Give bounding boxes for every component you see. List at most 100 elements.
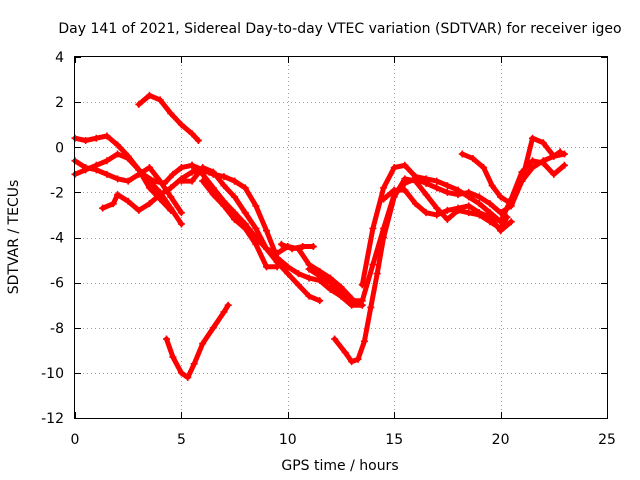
data-point — [209, 168, 217, 176]
series-arc-17 — [458, 134, 568, 208]
data-point — [209, 184, 217, 192]
data-point — [252, 224, 260, 232]
data-point — [529, 164, 537, 172]
data-point — [241, 209, 249, 217]
data-point — [443, 215, 451, 223]
data-point — [369, 224, 377, 232]
data-series — [71, 91, 568, 381]
y-tick-label: 2 — [55, 95, 64, 111]
data-point — [341, 349, 349, 357]
data-point — [145, 91, 153, 99]
data-point — [114, 191, 122, 199]
x-tick-label: 0 — [71, 432, 80, 448]
data-point — [465, 202, 473, 210]
data-point — [190, 360, 198, 368]
data-point — [177, 121, 185, 129]
data-point — [337, 290, 345, 298]
data-point — [411, 200, 419, 208]
data-point — [360, 337, 368, 345]
x-tick-label: 10 — [279, 432, 297, 448]
data-point — [422, 175, 430, 183]
data-point — [337, 283, 345, 291]
data-point — [486, 200, 494, 208]
data-point — [199, 340, 207, 348]
data-point — [184, 373, 192, 381]
data-point — [263, 227, 271, 235]
data-point — [82, 136, 90, 144]
data-point — [331, 335, 339, 343]
data-point — [209, 324, 217, 332]
y-tick-label: 4 — [55, 50, 64, 66]
data-point — [114, 175, 122, 183]
data-point — [231, 215, 239, 223]
data-point — [305, 274, 313, 282]
data-point — [369, 261, 377, 269]
series-arc-12 — [277, 240, 317, 253]
data-point — [231, 193, 239, 201]
data-point — [443, 188, 451, 196]
data-point — [539, 139, 547, 147]
data-point — [465, 209, 473, 217]
y-tick-label: -10 — [41, 366, 64, 382]
series-arc-15 — [358, 157, 568, 289]
data-point — [401, 161, 409, 169]
data-point — [194, 136, 202, 144]
data-point — [539, 159, 547, 167]
data-point — [145, 184, 153, 192]
x-tick-label: 25 — [598, 432, 616, 448]
data-point — [109, 200, 117, 208]
data-point — [188, 130, 196, 138]
series-line — [164, 302, 231, 380]
data-point — [220, 197, 228, 205]
data-point — [284, 263, 292, 271]
data-point — [241, 184, 249, 192]
data-point — [401, 175, 409, 183]
data-point — [135, 100, 143, 108]
data-point — [160, 179, 168, 187]
data-point — [433, 211, 441, 219]
data-point — [220, 308, 228, 316]
data-point — [454, 186, 462, 194]
data-point — [305, 265, 313, 273]
data-point — [231, 209, 239, 217]
axis-ticks — [75, 57, 608, 419]
data-point — [103, 132, 111, 140]
data-point — [348, 358, 356, 366]
data-point — [156, 191, 164, 199]
data-point — [273, 263, 281, 271]
data-point — [114, 141, 122, 149]
y-tick-label: -6 — [50, 276, 64, 292]
data-point — [177, 220, 185, 228]
data-point — [135, 166, 143, 174]
data-point — [188, 177, 196, 185]
series-arc-9 — [199, 177, 281, 271]
data-point — [475, 200, 483, 208]
data-point — [177, 177, 185, 185]
data-point — [358, 281, 366, 289]
data-point — [401, 186, 409, 194]
data-point — [367, 303, 375, 311]
data-point — [199, 170, 207, 178]
data-point — [454, 204, 462, 212]
data-point — [188, 161, 196, 169]
y-tick-label: -8 — [50, 321, 64, 337]
data-point — [241, 220, 249, 228]
data-point — [469, 155, 477, 163]
data-point — [103, 157, 111, 165]
data-point — [411, 173, 419, 181]
series-arc-6 — [163, 301, 232, 381]
data-point — [167, 206, 175, 214]
data-point — [348, 297, 356, 305]
data-point — [497, 218, 505, 226]
data-point — [486, 213, 494, 221]
series-arc-8 — [177, 164, 324, 305]
data-point — [263, 263, 271, 271]
data-point — [550, 152, 558, 160]
data-point — [465, 193, 473, 201]
data-point — [475, 193, 483, 201]
data-point — [443, 182, 451, 190]
x-axis-label: GPS time / hours — [281, 458, 398, 474]
data-point — [480, 164, 488, 172]
data-point — [488, 182, 496, 190]
data-point — [507, 218, 515, 226]
